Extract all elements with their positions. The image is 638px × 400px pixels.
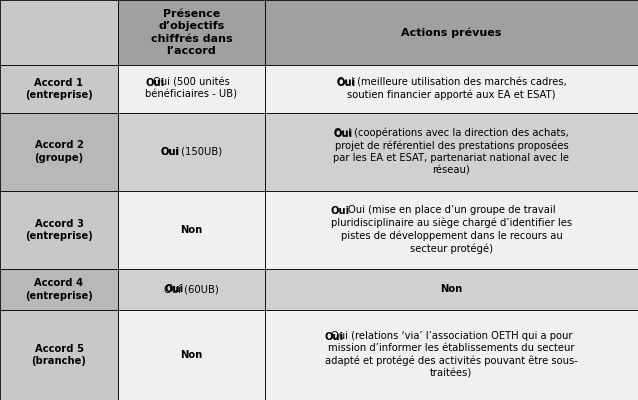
Bar [265, 112, 638, 191]
Text: Actions prévues: Actions prévues [401, 27, 501, 38]
Text: Oui (relations ‘via’ l’association OETH qui a pour
mission d’informer les établi: Oui (relations ‘via’ l’association OETH … [325, 331, 578, 379]
Bar [118, 191, 265, 269]
Bar [0, 310, 118, 400]
Text: Non: Non [181, 225, 202, 235]
Text: Oui (coopérations avec la direction des achats,
projet de référentiel des presta: Oui (coopérations avec la direction des … [334, 128, 569, 176]
Text: Oui: Oui [334, 128, 353, 138]
Text: Oui: Oui [331, 206, 350, 216]
Bar [118, 112, 265, 191]
Text: Oui: Oui [145, 78, 165, 88]
Bar [118, 310, 265, 400]
Text: Oui (mise en place d’un groupe de travail
pluridisciplinaire au siège chargé d’i: Oui (mise en place d’un groupe de travai… [331, 205, 572, 254]
Bar [265, 0, 638, 65]
Text: Non: Non [181, 350, 202, 360]
Text: Accord 1
(entreprise): Accord 1 (entreprise) [25, 78, 93, 100]
Text: Oui (meilleure utilisation des marchés cadres,
soutien financier apporté aux EA : Oui (meilleure utilisation des marchés c… [336, 77, 567, 100]
Bar [265, 191, 638, 269]
Bar [0, 65, 118, 112]
Text: Accord 2
(groupe): Accord 2 (groupe) [34, 140, 84, 163]
Text: Oui: Oui [164, 284, 183, 294]
Text: Oui (60UB): Oui (60UB) [164, 284, 219, 294]
Bar [265, 65, 638, 112]
Bar [0, 0, 118, 65]
Bar [118, 65, 265, 112]
Text: Oui: Oui [161, 147, 180, 157]
Bar [118, 0, 265, 65]
Text: Oui (150UB): Oui (150UB) [161, 147, 222, 157]
Text: Oui: Oui [325, 332, 344, 342]
Text: Oui (500 unités
bénéficiaires - UB): Oui (500 unités bénéficiaires - UB) [145, 78, 237, 100]
Bar [265, 310, 638, 400]
Text: Accord 4
(entreprise): Accord 4 (entreprise) [25, 278, 93, 301]
Bar [0, 112, 118, 191]
Text: Accord 3
(entreprise): Accord 3 (entreprise) [25, 219, 93, 241]
Text: Présence
d’objectifs
chiffrés dans
l’accord: Présence d’objectifs chiffrés dans l’acc… [151, 9, 232, 56]
Bar [0, 191, 118, 269]
Bar [118, 269, 265, 310]
Bar [0, 269, 118, 310]
Text: Oui: Oui [336, 78, 355, 88]
Text: Accord 5
(branche): Accord 5 (branche) [31, 344, 87, 366]
Text: Non: Non [440, 284, 463, 294]
Bar [265, 269, 638, 310]
